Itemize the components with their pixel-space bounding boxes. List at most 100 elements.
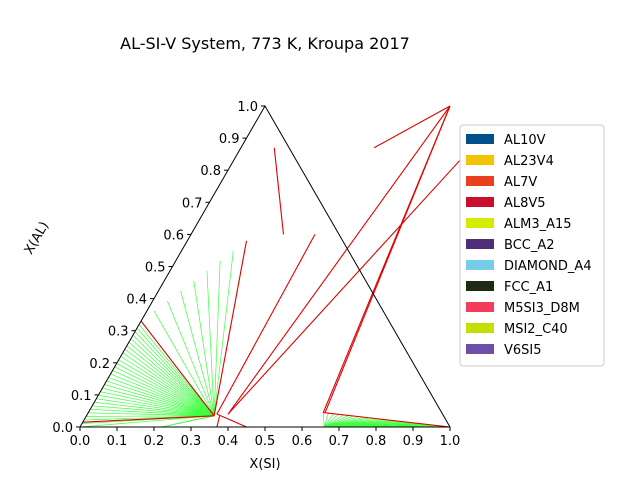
tie-line [118, 359, 215, 417]
tie-line [324, 414, 344, 428]
phase-boundary [273, 147, 285, 235]
tie-line [136, 327, 215, 416]
tie-line [126, 345, 215, 417]
tie-line [116, 363, 215, 417]
tie-line [110, 373, 215, 417]
phase-boundary [216, 415, 221, 428]
y-tick-label: 0.0 [52, 421, 73, 436]
tie-line [108, 377, 215, 417]
tie-line [88, 412, 215, 417]
tie-line [94, 401, 215, 417]
y-tick-label: 0.4 [126, 293, 147, 308]
y-tick-label: 0.5 [145, 261, 166, 276]
tie-line [213, 260, 221, 416]
tie-line [120, 356, 215, 417]
tie-line [128, 341, 215, 417]
tie-line [102, 387, 215, 417]
legend-swatch [466, 302, 494, 312]
tie-line [138, 324, 215, 416]
legend-label: M5SI3_D8M [504, 301, 580, 316]
triangle-frame [79, 104, 451, 428]
tie-line [79, 415, 215, 428]
legend-label: DIAMOND_A4 [504, 259, 592, 274]
phase-boundary [82, 415, 215, 423]
legend-label: AL8V5 [504, 196, 546, 211]
y-tick-label: 0.2 [89, 357, 110, 372]
tie-line [213, 250, 234, 416]
x-axis-label: X(SI) [249, 457, 280, 472]
tie-line [153, 310, 215, 416]
tie-line [193, 280, 215, 416]
axis-ticks: 0.0 0.1 0.2 0.3 0.4 0.5 0.6 0.7 0.8 0.9 1.0 0.0 0.1 0… [52, 100, 460, 449]
legend-label: FCC_A1 [504, 280, 553, 295]
tie-line [134, 331, 215, 417]
x-tick-label: 0.5 [255, 434, 276, 449]
legend-swatch [466, 323, 494, 333]
tie-line [114, 366, 215, 417]
phase-boundary [216, 413, 247, 428]
tie-line [112, 370, 215, 417]
tie-line [206, 270, 215, 416]
tie-line [98, 394, 215, 417]
tie-line [90, 408, 215, 417]
plot-area [79, 104, 469, 428]
legend-swatch [466, 176, 494, 186]
tie-line [92, 405, 215, 417]
legend-label: BCC_A2 [504, 238, 555, 253]
phase-boundary [323, 412, 451, 428]
phase-boundary [216, 234, 316, 415]
tie-line [324, 415, 349, 428]
tie-line [132, 334, 215, 417]
legend-box [459, 124, 605, 367]
x-tick-label: 0.3 [181, 434, 202, 449]
y-tick-label: 0.7 [182, 196, 203, 211]
x-tick-label: 0.6 [292, 434, 313, 449]
y-axis-label: X(AL) [22, 219, 53, 257]
legend-swatch [466, 344, 494, 354]
phase-boundary [373, 105, 451, 149]
tie-line [106, 380, 215, 417]
legend-swatch [466, 260, 494, 270]
tie-line [323, 413, 329, 428]
tie-line [323, 413, 334, 428]
phase-boundary [213, 240, 248, 416]
x-tick-label: 0.8 [366, 434, 387, 449]
legend-label: ALM3_A15 [504, 217, 572, 232]
legend: AL10V AL23V4 AL7V AL8V5 ALM3_A15 BCC_A2 DIAMON… [459, 124, 605, 367]
tie-line [130, 338, 215, 417]
legend-swatch [466, 155, 494, 165]
legend-label: V6SI5 [504, 343, 542, 358]
x-tick-label: 0.1 [107, 434, 128, 449]
legend-swatch [466, 218, 494, 228]
legend-label: MSI2_C40 [504, 322, 568, 337]
chart-title: AL-SI-V System, 773 K, Kroupa 2017 [120, 34, 410, 53]
tie-line [322, 412, 325, 428]
legend-swatch [466, 239, 494, 249]
phase-boundary [227, 105, 451, 415]
tie-line [100, 391, 215, 417]
phase-boundary [140, 320, 215, 417]
x-tick-label: 0.9 [403, 434, 424, 449]
legend-label: AL10V [504, 133, 546, 148]
legend-swatch [466, 197, 494, 207]
tie-line [124, 349, 215, 417]
tie-line [167, 300, 215, 416]
legend-label: AL7V [504, 175, 537, 190]
y-tick-label: 0.8 [200, 164, 221, 179]
y-tick-label: 0.9 [219, 132, 240, 147]
x-tick-label: 0.2 [144, 434, 165, 449]
legend-swatch [466, 281, 494, 291]
phase-boundary [324, 105, 451, 413]
x-tick-label: 1.0 [440, 434, 461, 449]
tie-line [323, 414, 339, 428]
x-tick-label: 0.4 [218, 434, 239, 449]
y-tick-label: 0.6 [163, 228, 184, 243]
tie-line [96, 398, 215, 417]
legend-label: AL23V4 [504, 154, 554, 169]
phase-boundary [227, 150, 469, 415]
x-tick-label: 0.7 [329, 434, 350, 449]
tie-line [122, 352, 215, 417]
tie-line [104, 384, 215, 417]
tie-line [86, 415, 215, 417]
